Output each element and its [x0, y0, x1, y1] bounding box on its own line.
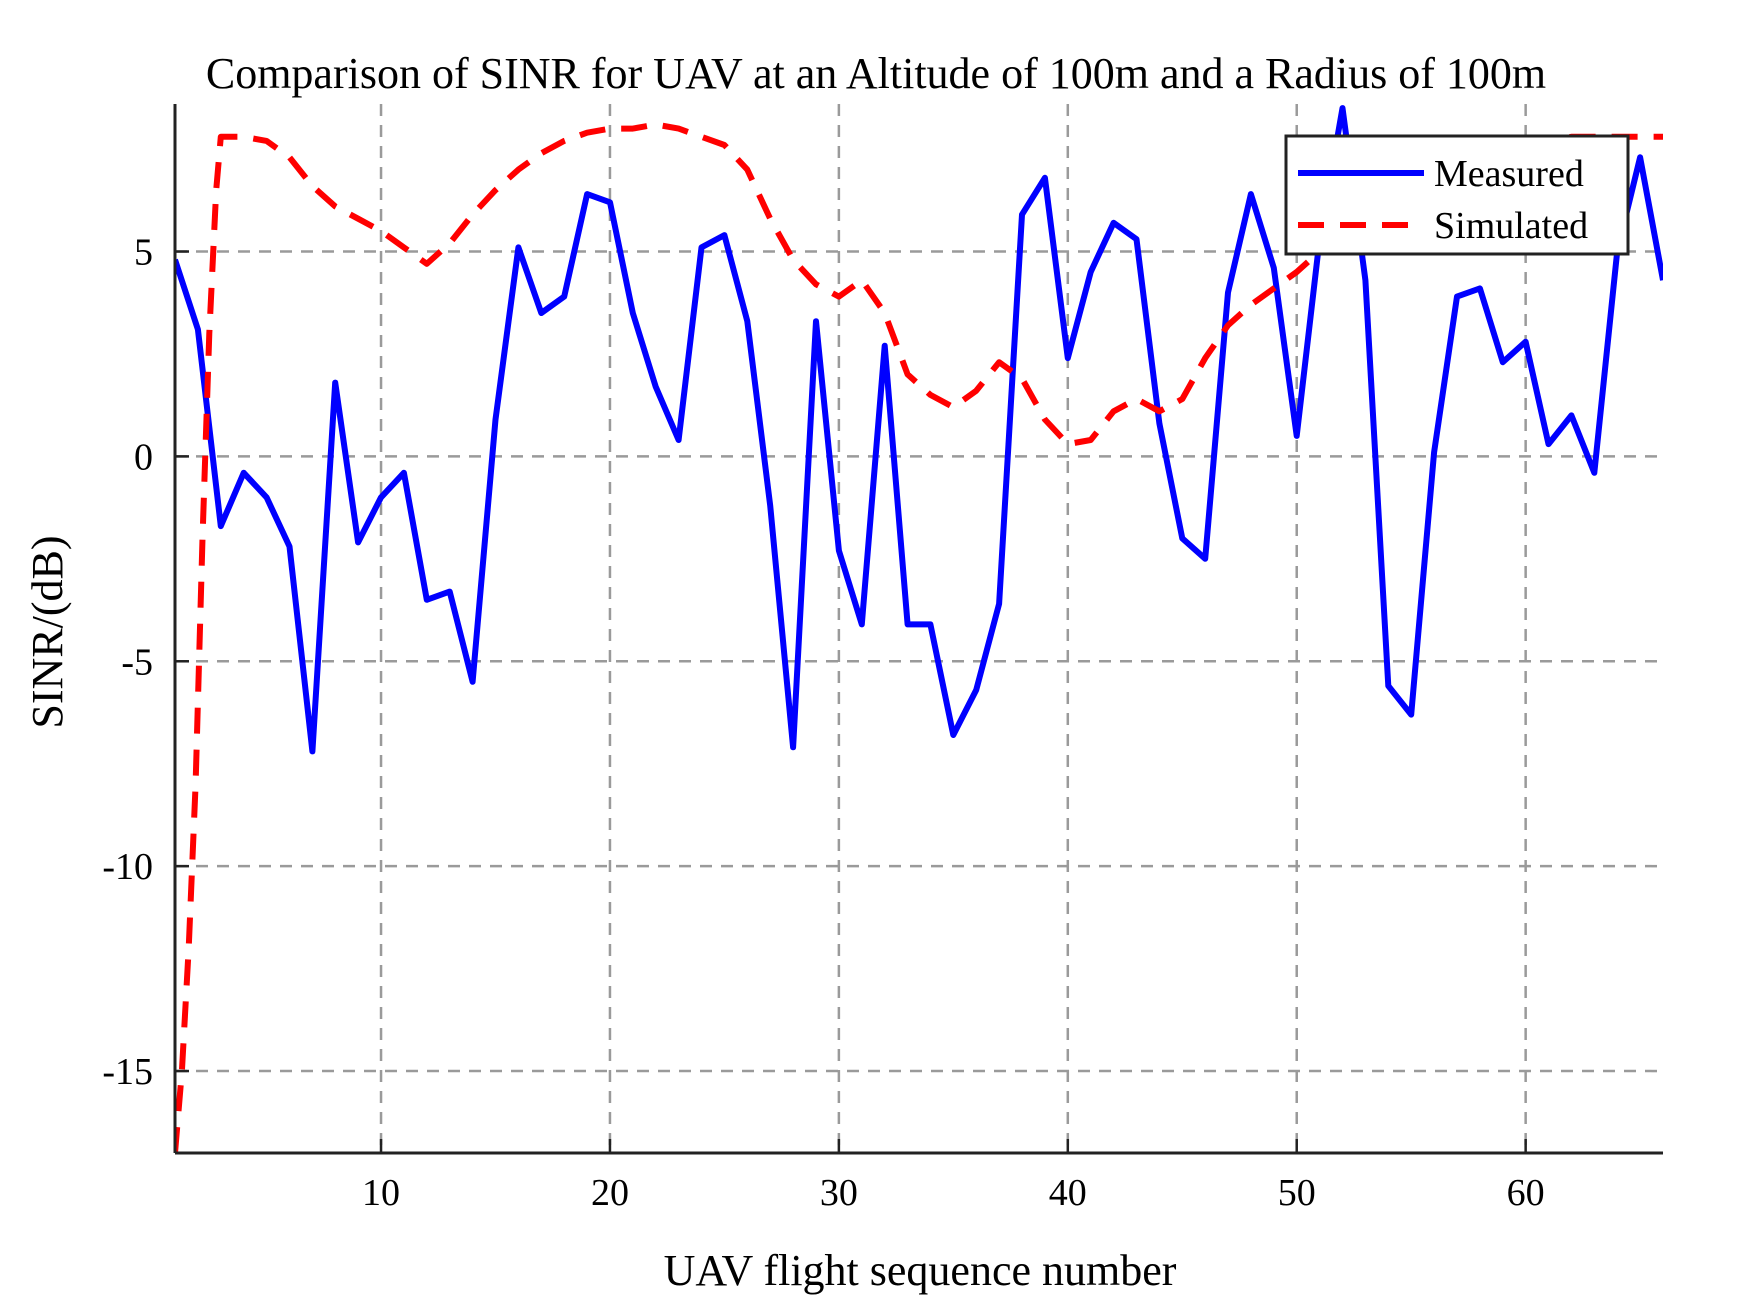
- y-tick-label: 5: [134, 232, 153, 274]
- y-tick-label: 0: [134, 436, 153, 478]
- x-tick-label: 50: [1278, 1172, 1316, 1214]
- x-axis-label: UAV flight sequence number: [664, 1246, 1177, 1295]
- y-tick-label: -15: [102, 1051, 153, 1093]
- x-tick-label: 60: [1507, 1172, 1545, 1214]
- y-axis-label: SINR/(dB): [23, 535, 72, 728]
- axes: [173, 104, 1663, 1155]
- grid-lines: [175, 104, 1663, 1153]
- tick-labels: 10 20 30 40 50 60 -15 -10 -5 0 5: [102, 232, 1544, 1214]
- legend-box: [1284, 134, 1630, 256]
- chart-title: Comparison of SINR for UAV at an Altitud…: [206, 49, 1546, 98]
- plot-area: [175, 105, 1663, 1153]
- x-tick-label: 20: [591, 1172, 629, 1214]
- x-tick-label: 10: [362, 1172, 400, 1214]
- y-tick-label: -5: [121, 641, 153, 683]
- series-line-measured: [175, 105, 1663, 755]
- series-line-simulated: [175, 121, 1663, 1153]
- legend-label-simulated: Simulated: [1434, 205, 1588, 247]
- y-tick-label: -10: [102, 846, 153, 888]
- x-tick-label: 30: [820, 1172, 858, 1214]
- x-tick-label: 40: [1049, 1172, 1087, 1214]
- legend: Measured Simulated: [1284, 134, 1630, 256]
- legend-label-measured: Measured: [1434, 153, 1584, 195]
